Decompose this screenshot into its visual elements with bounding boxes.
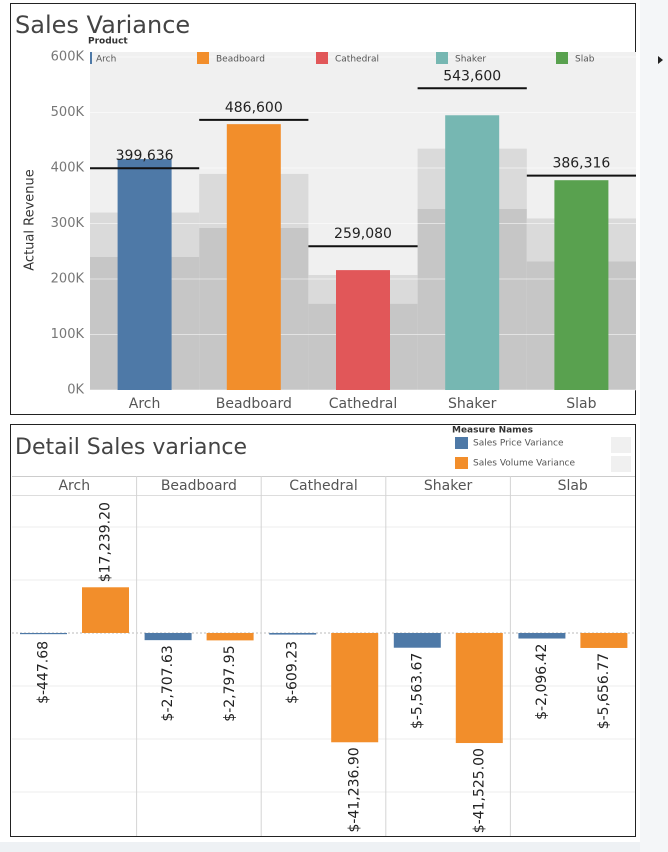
bar [82, 587, 129, 633]
target-label: 543,600 [443, 68, 501, 84]
bar [206, 632, 254, 641]
x-tick-label: Slab [566, 396, 596, 412]
value-label: $-5,563.67 [409, 653, 425, 729]
y-tick-label: 400K [51, 160, 85, 175]
legend-label: Shaker [455, 55, 486, 65]
y-tick-label: 600K [51, 49, 85, 64]
bar [518, 632, 566, 639]
bottom-strip [0, 842, 668, 852]
bar [144, 632, 192, 641]
bar [331, 632, 379, 743]
legend-swatch [90, 52, 92, 64]
legend-filler [611, 456, 631, 472]
bar [455, 632, 503, 744]
legend-label: Arch [96, 55, 116, 65]
y-tick-label: 100K [51, 327, 85, 342]
y-axis-label: Actual Revenue [23, 169, 38, 270]
bar [269, 632, 317, 635]
column-header: Cathedral [289, 478, 357, 494]
bar [445, 115, 500, 390]
bar [226, 124, 281, 391]
chart-title: Detail Sales variance [15, 435, 247, 460]
y-tick-label: 0K [67, 383, 84, 398]
chart-title: Sales Variance [15, 11, 190, 39]
legend-title: Measure Names [452, 426, 533, 436]
bar [336, 270, 390, 390]
x-tick-label: Arch [129, 396, 161, 412]
value-label: $-41,525.00 [471, 748, 487, 833]
value-label: $-447.68 [36, 641, 52, 704]
y-tick-label: 500K [51, 105, 85, 120]
value-label: $-2,096.42 [534, 644, 550, 720]
target-label: 399,636 [116, 148, 174, 164]
legend-label: Cathedral [335, 55, 379, 65]
target-label: 386,316 [552, 156, 610, 172]
x-tick-label: Cathedral [329, 396, 397, 412]
bar [117, 159, 172, 390]
x-tick-label: Beadboard [216, 396, 292, 412]
legend-swatch [197, 52, 209, 64]
bar [393, 632, 441, 648]
legend-swatch [455, 437, 468, 449]
target-label: 486,600 [225, 100, 283, 116]
column-header: Shaker [424, 478, 473, 494]
target-label: 259,080 [334, 226, 392, 242]
column-header: Slab [558, 478, 588, 494]
value-label: $-41,236.90 [347, 747, 363, 832]
column-header: Arch [58, 478, 90, 494]
bar [554, 180, 609, 390]
value-label: $-5,656.77 [596, 653, 612, 729]
y-tick-label: 300K [51, 216, 85, 231]
x-tick-label: Shaker [448, 396, 497, 412]
legend-swatch [556, 52, 568, 64]
value-label: $-609.23 [285, 641, 301, 704]
column-header: Beadboard [161, 478, 237, 494]
legend-swatch [455, 457, 468, 469]
legend-filler [611, 437, 631, 453]
side-strip [640, 0, 668, 852]
legend-label: Slab [575, 55, 595, 65]
legend-title: Product [88, 37, 128, 47]
value-label: $-2,797.95 [222, 645, 238, 721]
legend-label: Sales Volume Variance [473, 459, 575, 469]
legend-label: Sales Price Variance [473, 439, 564, 449]
value-label: $17,239.20 [98, 502, 114, 582]
legend-swatch [316, 52, 328, 64]
legend-swatch [436, 52, 448, 64]
value-label: $-2,707.63 [160, 645, 176, 721]
legend-label: Beadboard [216, 55, 265, 65]
bar [20, 632, 67, 635]
bar [580, 632, 628, 648]
y-tick-label: 200K [51, 271, 85, 286]
